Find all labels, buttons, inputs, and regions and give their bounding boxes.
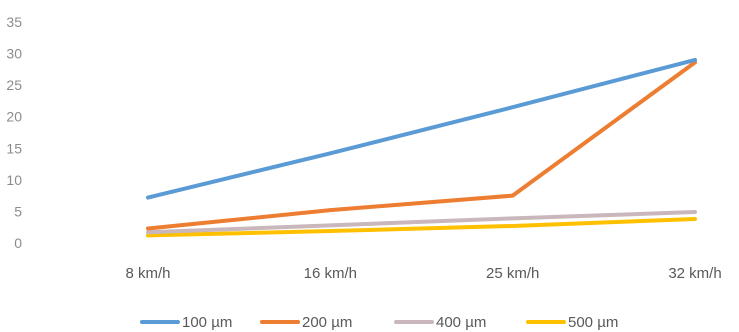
legend-label: 500 µm bbox=[568, 314, 618, 331]
y-tick-label: 10 bbox=[6, 172, 22, 188]
y-axis-ticks: 0 5 10 15 20 25 30 35 bbox=[6, 14, 22, 251]
y-tick-label: 0 bbox=[14, 235, 22, 251]
x-tick-label: 16 km/h bbox=[304, 265, 357, 282]
y-tick-label: 25 bbox=[6, 77, 22, 93]
x-tick-label: 32 km/h bbox=[668, 265, 721, 282]
legend-label: 400 µm bbox=[436, 314, 486, 331]
x-axis-ticks: 8 km/h 16 km/h 25 km/h 32 km/h bbox=[125, 265, 721, 282]
series-line bbox=[146, 60, 697, 231]
series-line bbox=[146, 217, 697, 238]
y-tick-label: 20 bbox=[6, 109, 22, 125]
legend: 100 µm 200 µm 400 µm 500 µm bbox=[140, 314, 618, 331]
y-tick-label: 5 bbox=[14, 203, 22, 219]
x-tick-label: 8 km/h bbox=[125, 265, 170, 282]
series-lines bbox=[146, 57, 697, 238]
series-line bbox=[146, 210, 697, 235]
series-line bbox=[146, 57, 697, 200]
x-tick-label: 25 km/h bbox=[486, 265, 539, 282]
y-tick-label: 30 bbox=[6, 46, 22, 62]
y-tick-label: 15 bbox=[6, 140, 22, 156]
y-tick-label: 35 bbox=[6, 14, 22, 30]
legend-label: 100 µm bbox=[182, 314, 232, 331]
legend-label: 200 µm bbox=[302, 314, 352, 331]
